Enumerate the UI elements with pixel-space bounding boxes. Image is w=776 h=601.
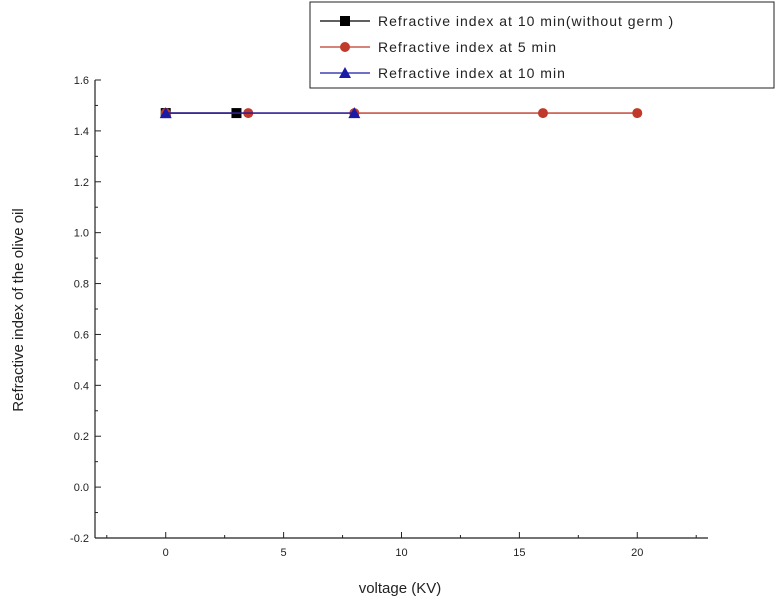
y-tick-label: 1.2 (74, 177, 89, 189)
legend: Refractive index at 10 min(without germ … (309, 1, 775, 89)
y-tick-label: 0.4 (74, 380, 89, 392)
legend-marker-1 (340, 16, 350, 26)
legend-label-3: Refractive index at 10 min (378, 65, 566, 81)
legend-label-1: Refractive index at 10 min(without germ … (378, 13, 674, 29)
x-tick-label: 5 (281, 547, 287, 559)
y-axis-title: Refractive index of the olive oil (10, 208, 27, 411)
y-tick-label: 0.0 (74, 482, 89, 494)
legend-marker-3 (339, 67, 351, 78)
y-tick-label: 1.6 (74, 75, 89, 87)
y-tick-label: 1.4 (74, 126, 89, 138)
x-axis-title: voltage (KV) (359, 580, 442, 597)
x-tick-label: 20 (631, 547, 643, 559)
y-tick-label: 0.8 (74, 279, 89, 291)
series-3-point (348, 107, 361, 119)
y-tick-label: -0.2 (70, 533, 89, 545)
legend-box (309, 1, 775, 89)
series-2-point (632, 108, 643, 119)
x-tick-label: 10 (395, 547, 407, 559)
series-3-point (159, 107, 172, 119)
series-3 (159, 107, 361, 119)
series-layer (159, 107, 643, 119)
y-tick-label: 1.0 (74, 228, 89, 240)
legend-marker-2 (340, 42, 350, 52)
x-tick-label: 0 (163, 547, 169, 559)
legend-label-2: Refractive index at 5 min (378, 39, 557, 55)
x-tick-label: 15 (513, 547, 525, 559)
y-tick-label: 0.6 (74, 329, 89, 341)
y-tick-label: 0.2 (74, 431, 89, 443)
series-2-point (537, 108, 548, 119)
axes: -0.2 0.0 0.2 0.4 0.6 0.8 1.0 1.2 1.4 1.6 0 5 10 15 20 (70, 75, 708, 559)
